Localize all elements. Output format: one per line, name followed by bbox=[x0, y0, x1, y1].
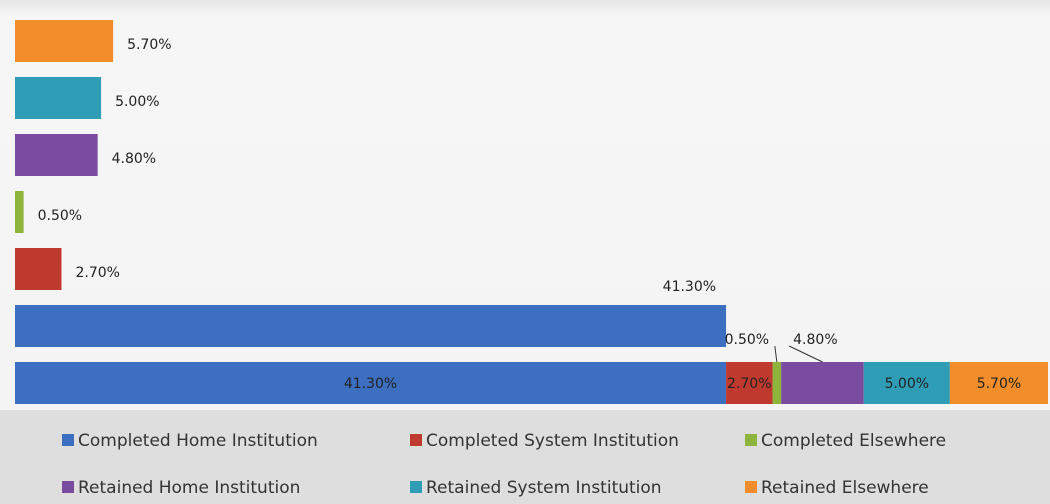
value-label: 4.80% bbox=[112, 151, 156, 167]
stacked-label: 4.80% bbox=[793, 332, 837, 348]
legend-label: Retained Home Institution bbox=[78, 478, 300, 498]
legend-swatch bbox=[410, 434, 422, 446]
stacked-segment bbox=[772, 362, 782, 404]
stacked-segment bbox=[781, 362, 864, 404]
value-label: 5.70% bbox=[127, 37, 171, 53]
legend-swatch bbox=[745, 481, 757, 493]
legend-label: Retained Elsewhere bbox=[761, 478, 929, 498]
value-label: 0.50% bbox=[38, 208, 82, 224]
legend-label: Completed Elsewhere bbox=[761, 431, 946, 451]
stacked-label: 41.30% bbox=[344, 376, 397, 392]
stacked-segment bbox=[863, 362, 950, 404]
bar bbox=[15, 20, 114, 62]
bar bbox=[15, 191, 24, 233]
leader-line bbox=[788, 345, 823, 363]
legend-swatch bbox=[745, 434, 757, 446]
stacked-label: 0.50% bbox=[725, 332, 769, 348]
bar bbox=[15, 248, 62, 290]
bar bbox=[15, 134, 98, 176]
stacked-segment bbox=[726, 362, 773, 404]
legend-label: Completed Home Institution bbox=[78, 431, 318, 451]
plot-background bbox=[0, 0, 1050, 410]
bar bbox=[15, 305, 727, 347]
value-label: 41.30% bbox=[663, 279, 716, 295]
stacked-label: 5.70% bbox=[977, 376, 1021, 392]
stacked-label: 5.00% bbox=[885, 376, 929, 392]
stacked-segment bbox=[15, 362, 727, 404]
legend-background bbox=[0, 410, 1050, 504]
legend-swatch bbox=[410, 481, 422, 493]
legend-swatch bbox=[62, 434, 74, 446]
bar bbox=[15, 77, 102, 119]
value-label: 5.00% bbox=[115, 94, 159, 110]
value-label: 2.70% bbox=[75, 265, 119, 281]
stacked-segment bbox=[949, 362, 1048, 404]
leader-line bbox=[774, 345, 778, 363]
stacked-label: 2.70% bbox=[727, 376, 771, 392]
legend-label: Completed System Institution bbox=[426, 431, 679, 451]
legend-swatch bbox=[62, 481, 74, 493]
legend-label: Retained System Institution bbox=[426, 478, 662, 498]
